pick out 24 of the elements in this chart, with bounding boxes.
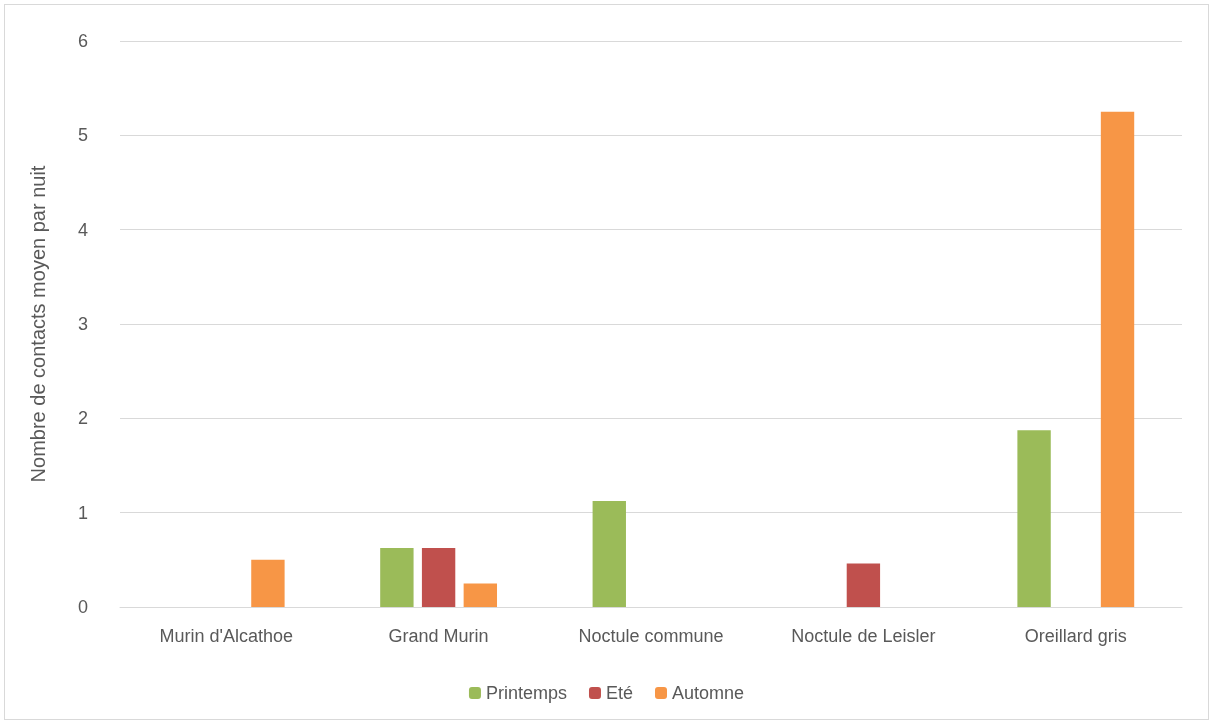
y-axis-title: Nombre de contacts moyen par nuit	[27, 165, 49, 483]
bar	[380, 548, 414, 607]
x-tick-label: Noctule de Leisler	[791, 626, 936, 646]
bar	[251, 559, 285, 607]
y-tick-label: 3	[77, 314, 88, 334]
y-tick-label: 4	[77, 219, 88, 240]
bar	[463, 583, 498, 607]
bar	[421, 548, 456, 607]
x-tick-label: Oreillard gris	[1024, 626, 1127, 646]
legend-label: Printemps	[485, 683, 567, 703]
x-tick-label: Murin d'Alcathoe	[159, 626, 293, 646]
legend-label: Automne	[672, 683, 745, 703]
y-tick-label: 0	[77, 597, 88, 617]
bar	[846, 563, 881, 607]
x-tick-label: Grand Murin	[388, 626, 489, 646]
x-tick-label: Noctule commune	[578, 626, 724, 646]
bar	[592, 500, 626, 607]
y-tick-label: 5	[77, 125, 88, 146]
legend-label: Eté	[605, 683, 634, 703]
y-tick-label: 2	[77, 408, 88, 429]
y-tick-label: 1	[77, 502, 88, 523]
bar	[1100, 111, 1135, 607]
y-tick-label: 6	[77, 31, 88, 51]
bar	[1017, 430, 1051, 607]
